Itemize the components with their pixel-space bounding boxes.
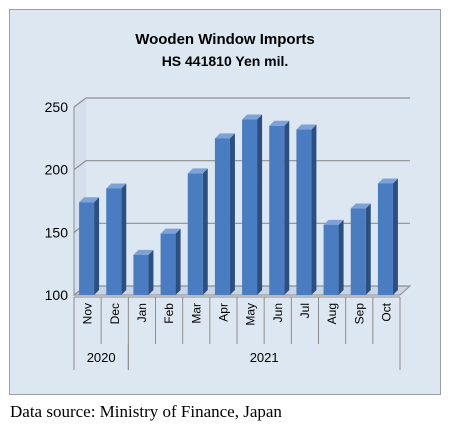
bar-side <box>94 197 100 295</box>
chart-subtitle: HS 441810 Yen mil. <box>162 53 289 69</box>
source-note: Data source: Ministry of Finance, Japan <box>10 402 282 421</box>
x-tick-label: Dec <box>108 303 122 324</box>
bar-top <box>79 197 100 203</box>
bar <box>79 202 95 295</box>
bar-top <box>323 219 344 225</box>
bar <box>377 183 393 295</box>
bar <box>133 254 149 295</box>
bar-side <box>229 133 235 295</box>
bar-side <box>257 114 263 296</box>
y-tick-label: 100 <box>45 287 69 303</box>
gridline <box>73 160 410 171</box>
x-tick-label: Aug <box>325 303 339 324</box>
x-tick-label: Nov <box>81 303 95 324</box>
bar <box>350 208 366 295</box>
bar-top <box>214 133 235 139</box>
bar-top <box>187 168 208 174</box>
x-tick-label: Apr <box>216 303 230 322</box>
bar-top <box>269 120 290 126</box>
bar-top <box>106 183 127 189</box>
bar <box>160 233 176 295</box>
chart-title: Wooden Window Imports <box>135 31 315 48</box>
gridline <box>73 97 410 108</box>
chart-area: 100 150 200 250 Nov Dec Jan Feb Mar Apr May Jun Jul A… <box>9 9 441 395</box>
x-tick-label: May <box>244 303 258 326</box>
bar-side <box>121 183 127 295</box>
bar-side <box>202 168 208 295</box>
bar-side <box>392 178 398 295</box>
y-tick-label: 150 <box>45 224 69 240</box>
x-tick-label: Jun <box>271 303 285 322</box>
bar-top <box>350 203 371 209</box>
bar-top <box>242 114 263 120</box>
x-tick-label: Jul <box>298 303 312 318</box>
x-tick-label: Jan <box>135 303 149 322</box>
bar-side <box>148 249 154 295</box>
bar <box>242 119 258 296</box>
bar <box>106 188 122 295</box>
x-tick-label: Oct <box>379 302 393 321</box>
year-label: 2020 <box>87 350 116 365</box>
y-tick-label: 200 <box>45 162 69 178</box>
bar-top <box>377 178 398 184</box>
bar-side <box>338 219 344 295</box>
x-tick-label: Feb <box>162 303 176 324</box>
bar-side <box>284 120 290 295</box>
year-label: 2021 <box>250 350 279 365</box>
x-tick-label: Sep <box>352 303 366 325</box>
bar <box>269 125 285 295</box>
bar-top <box>296 124 317 130</box>
bar-side <box>311 124 317 295</box>
bar-top <box>133 249 154 255</box>
bar-side <box>365 203 371 295</box>
bar <box>214 138 230 295</box>
bar <box>187 173 203 295</box>
bar-side <box>175 228 181 295</box>
x-tick-label: Mar <box>189 303 203 324</box>
bar <box>323 224 339 295</box>
bar <box>296 129 312 295</box>
bar-chart: 100 150 200 250 Nov Dec Jan Feb Mar Apr May Jun Jul A… <box>45 31 412 370</box>
y-tick-label: 250 <box>45 99 69 115</box>
bar-top <box>160 228 181 234</box>
